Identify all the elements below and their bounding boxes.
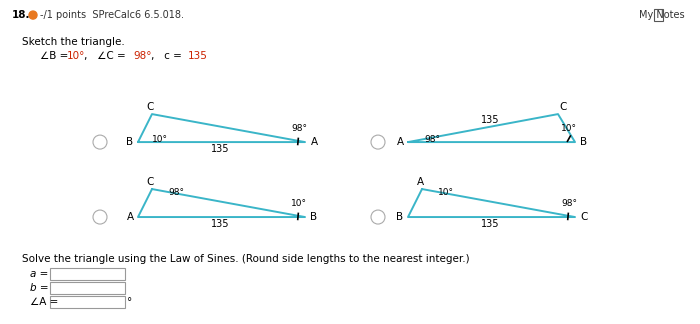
Text: A: A xyxy=(310,137,318,147)
Text: A: A xyxy=(396,137,404,147)
Text: C: C xyxy=(146,102,154,112)
Text: 98°: 98° xyxy=(424,134,440,144)
Text: B: B xyxy=(127,137,134,147)
Text: 10°: 10° xyxy=(152,134,168,144)
FancyBboxPatch shape xyxy=(50,268,125,280)
Text: Solve the triangle using the Law of Sines. (Round side lengths to the nearest in: Solve the triangle using the Law of Sine… xyxy=(22,254,470,264)
FancyBboxPatch shape xyxy=(654,9,663,21)
Text: C: C xyxy=(580,212,588,222)
Text: 98°: 98° xyxy=(291,123,307,133)
Circle shape xyxy=(29,11,37,19)
Text: B: B xyxy=(396,212,404,222)
Text: 135: 135 xyxy=(211,144,230,154)
Text: 10°: 10° xyxy=(291,199,307,208)
Text: b =: b = xyxy=(30,283,48,293)
Text: ∠B =: ∠B = xyxy=(40,51,71,61)
FancyBboxPatch shape xyxy=(50,296,125,308)
Text: ,   c =: , c = xyxy=(151,51,185,61)
Text: 98°: 98° xyxy=(133,51,151,61)
Text: 18.: 18. xyxy=(12,10,31,20)
Text: 135: 135 xyxy=(188,51,208,61)
Text: 10°: 10° xyxy=(438,188,454,197)
Text: 10°: 10° xyxy=(561,123,577,133)
Text: -/1 points  SPreCalc6 6.5.018.: -/1 points SPreCalc6 6.5.018. xyxy=(40,10,184,20)
Text: 135: 135 xyxy=(481,219,499,229)
Text: 135: 135 xyxy=(211,219,230,229)
Text: ∠A =: ∠A = xyxy=(30,297,58,307)
Text: B: B xyxy=(580,137,587,147)
Text: 98°: 98° xyxy=(561,199,577,208)
Text: 98°: 98° xyxy=(168,188,184,197)
Text: 135: 135 xyxy=(481,115,499,125)
FancyBboxPatch shape xyxy=(50,282,125,294)
Text: Sketch the triangle.: Sketch the triangle. xyxy=(22,37,125,47)
Text: A: A xyxy=(416,177,424,187)
Text: 10°: 10° xyxy=(67,51,85,61)
Text: C: C xyxy=(146,177,154,187)
Text: C: C xyxy=(559,102,567,112)
Text: A: A xyxy=(127,212,134,222)
Text: My Notes: My Notes xyxy=(639,10,685,20)
Text: °: ° xyxy=(127,297,132,307)
Text: B: B xyxy=(310,212,318,222)
Text: ,   ∠C =: , ∠C = xyxy=(84,51,129,61)
Text: a =: a = xyxy=(30,269,48,279)
